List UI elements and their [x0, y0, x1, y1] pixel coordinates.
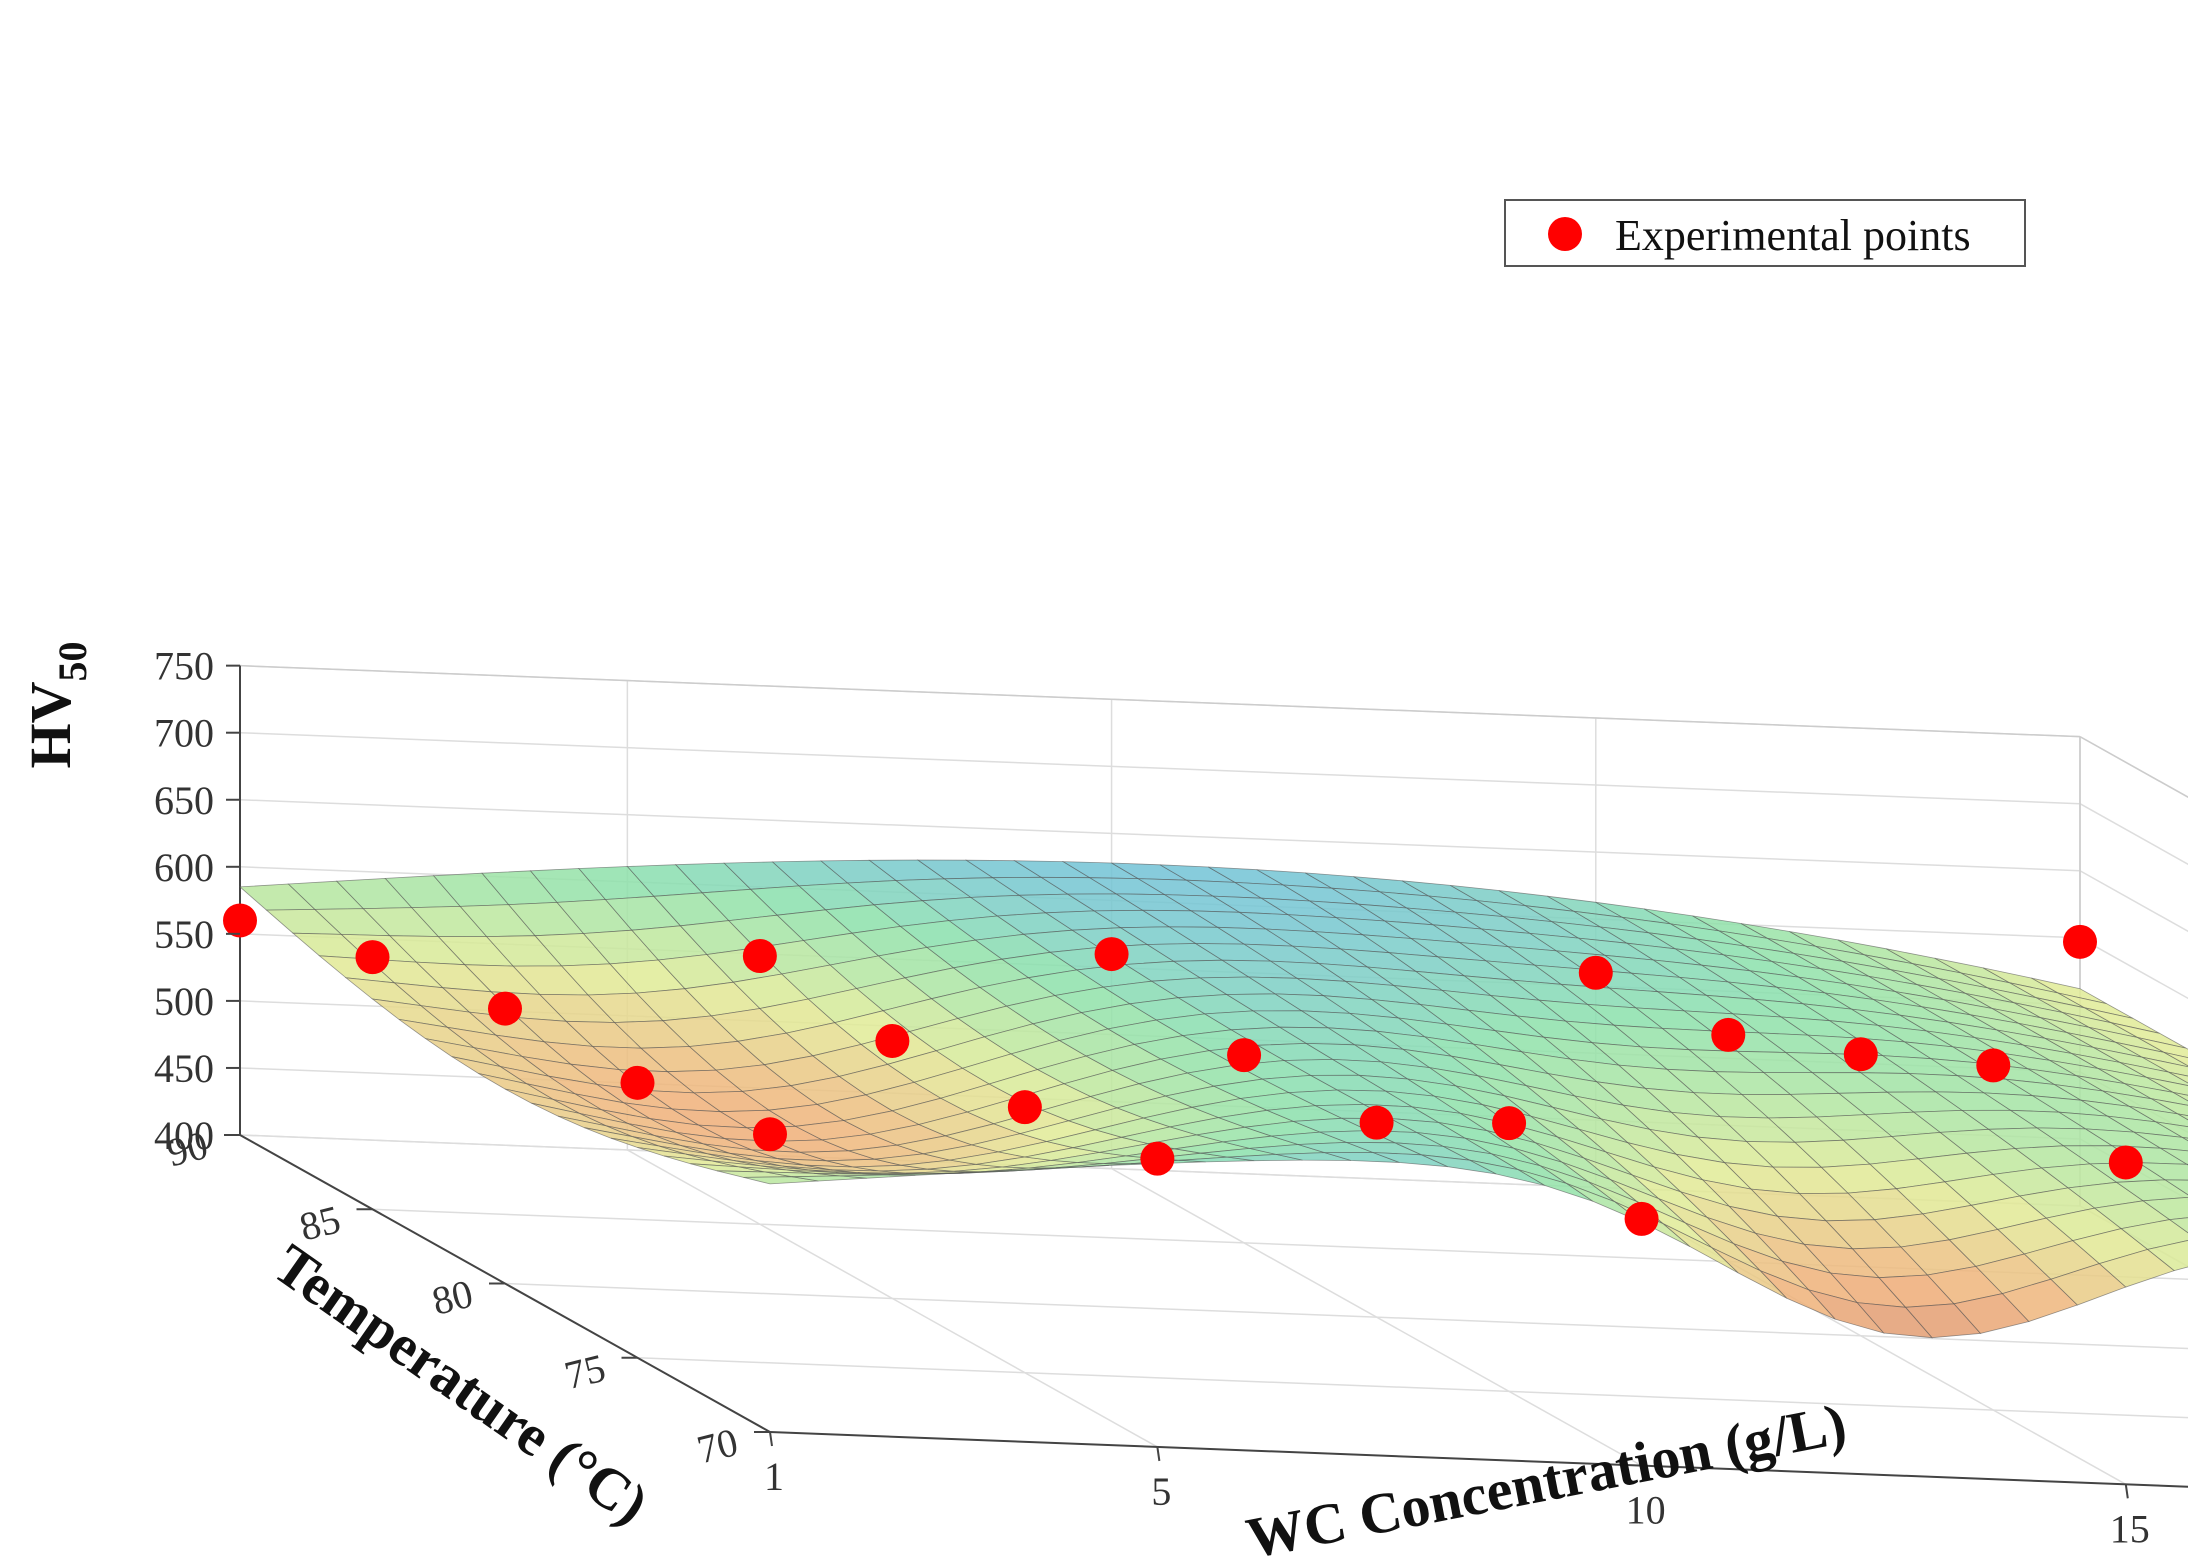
- x-tick: [1640, 1465, 1645, 1480]
- x-axis-label: WC Concentration (g/L): [1241, 1391, 1851, 1558]
- experimental-point: [2063, 924, 2097, 959]
- surface-patch: [2137, 1162, 2188, 1181]
- surface-patch: [2146, 1239, 2188, 1272]
- response-surface: [239, 859, 2188, 1339]
- surface-patch: [2168, 1217, 2188, 1234]
- surface-patch: [2124, 1083, 2188, 1106]
- surface-patch: [2182, 1137, 2188, 1142]
- experimental-point: [1624, 1201, 1659, 1236]
- z-tick-label: 500: [154, 979, 214, 1024]
- surface-patch: [2137, 1037, 2188, 1059]
- surface-patch: [2142, 1056, 2188, 1077]
- surface-patch: [2151, 1098, 2188, 1117]
- z-tick-label: 550: [154, 912, 214, 957]
- surface-patch: [2163, 1179, 2188, 1196]
- grid-line: [2079, 803, 2188, 866]
- y-tick-label: 70: [692, 1419, 742, 1472]
- experimental-point: [753, 1117, 787, 1152]
- legend-box: [1504, 199, 2026, 267]
- surface-patch: [2115, 1041, 2188, 1068]
- box-edge: [2079, 735, 2188, 799]
- surface-patch: [2115, 1179, 2188, 1202]
- experimental-point: [488, 991, 522, 1026]
- surface-patch: [2173, 1092, 2188, 1102]
- experimental-point: [223, 903, 257, 938]
- experimental-point: [1007, 1090, 1042, 1125]
- experimental-point: [355, 940, 390, 975]
- box-edge: [239, 664, 2081, 738]
- x-tick: [2124, 1484, 2129, 1499]
- surface-patch: [2129, 1106, 2188, 1128]
- surface-patch: [2168, 1071, 2188, 1084]
- experimental-point: [1094, 937, 1129, 972]
- x-tick-label: 10: [1626, 1488, 1666, 1533]
- axis-line: [769, 1431, 2188, 1488]
- experimental-point: [742, 938, 777, 973]
- experimental-point: [1359, 1105, 1394, 1140]
- grid-line: [239, 799, 2081, 872]
- x-tick-label: 1: [764, 1454, 784, 1499]
- x-tick: [769, 1431, 773, 1447]
- surface-patch: [2141, 1196, 2188, 1221]
- experimental-point: [875, 1023, 910, 1058]
- grid-line: [2079, 870, 2188, 933]
- surface-patch: [2146, 1077, 2188, 1096]
- legend-marker: [1548, 217, 1582, 251]
- experimental-point: [1711, 1017, 1746, 1052]
- experimental-point: [1843, 1037, 1878, 1072]
- grid-line: [504, 1282, 2188, 1350]
- legend-label: Experimental points: [1615, 211, 1971, 260]
- z-tick-label: 700: [154, 711, 214, 756]
- experimental-point: [1140, 1141, 1175, 1176]
- surface-patch: [2120, 1062, 2188, 1086]
- x-tick-label: 5: [1151, 1469, 1171, 1514]
- experimental-point: [2108, 1145, 2143, 1180]
- z-tick-label: 600: [154, 845, 214, 890]
- x-tick: [1156, 1446, 1161, 1462]
- experimental-point: [620, 1065, 655, 1100]
- z-tick-label: 450: [154, 1046, 214, 1091]
- experimental-point: [1976, 1048, 2011, 1083]
- surface-patch: [2133, 1131, 2188, 1152]
- grid-line: [239, 731, 2081, 805]
- experimental-point: [1578, 955, 1613, 990]
- y-tick-label: 75: [560, 1345, 610, 1398]
- surface-patch: [2155, 1121, 2188, 1139]
- z-axis-label: HV50: [18, 642, 95, 769]
- grid-line: [2079, 937, 2188, 1000]
- z-tick-label: 750: [154, 644, 214, 689]
- experimental-points: [223, 903, 2143, 1236]
- surface-patch: [2160, 1147, 2188, 1165]
- experimental-point: [1492, 1106, 1527, 1141]
- z-tick-label: 650: [154, 778, 214, 823]
- surface-patch: [2163, 1052, 2188, 1067]
- experimental-point: [1227, 1038, 1262, 1073]
- x-tick-label: 15: [2110, 1506, 2150, 1551]
- surface-patch: [2177, 1113, 2188, 1121]
- grid-line: [637, 1357, 2188, 1419]
- legend: Experimental points: [1504, 199, 2026, 267]
- surface-patch: [2120, 1219, 2188, 1250]
- z-tick-label: 400: [154, 1113, 214, 1158]
- y-tick-label: 80: [427, 1271, 477, 1324]
